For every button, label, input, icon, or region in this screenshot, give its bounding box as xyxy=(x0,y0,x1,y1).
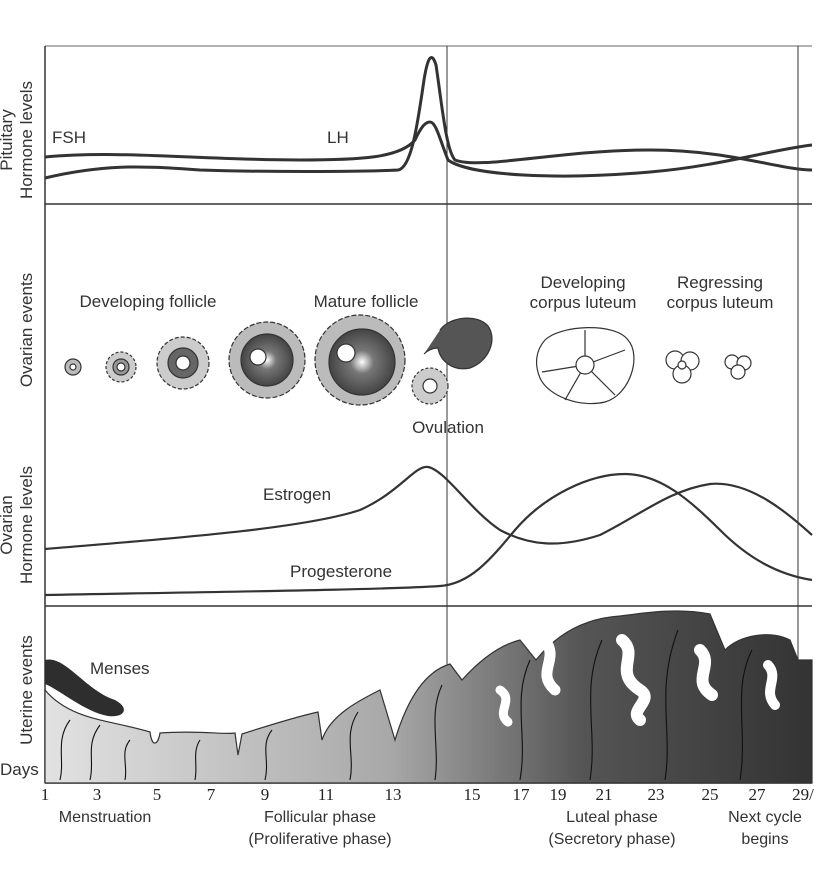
ruptured-follicle xyxy=(411,317,493,405)
follicle-1 xyxy=(64,358,82,376)
developing-cl-label-line2: corpus luteum xyxy=(530,293,637,312)
menstruation-label: Menstruation xyxy=(59,809,152,826)
progesterone-curve xyxy=(44,472,813,597)
day-tick: 13 xyxy=(385,785,402,804)
follicular-phase-label-line2: (Proliferative phase) xyxy=(248,831,391,848)
day-tick: 11 xyxy=(318,785,334,804)
ovarian-hormone-ylabel-line2: Hormone levels xyxy=(17,466,36,584)
follicle-4 xyxy=(228,321,306,399)
day-tick: 1 xyxy=(41,785,50,804)
pituitary-ylabel-line2: Hormone levels xyxy=(17,81,36,199)
day-tick: 15 xyxy=(464,785,481,804)
endometrium xyxy=(44,610,813,784)
spiral-arteries xyxy=(59,629,753,781)
pituitary-curves xyxy=(44,55,813,180)
secretory-gland-4 xyxy=(694,644,718,701)
next-cycle-label-line2: begins xyxy=(741,831,788,848)
mature-follicle-label: Mature follicle xyxy=(314,292,419,311)
day-tick: 27 xyxy=(749,785,767,804)
regressing-cl-label-line2: corpus luteum xyxy=(667,293,774,312)
days-label: Days xyxy=(0,760,39,779)
follicle-5 xyxy=(314,314,406,406)
follicle-2 xyxy=(105,351,137,383)
secretory-gland-1 xyxy=(495,685,513,727)
progesterone-label: Progesterone xyxy=(290,562,392,581)
ovarian-hormone-ylabel-line1: Ovarian xyxy=(0,495,16,555)
ovarian-events-ylabel: Ovarian events xyxy=(17,273,36,387)
developing-cl-label-line1: Developing xyxy=(540,273,625,292)
ovarian-hormone-curves xyxy=(44,465,813,597)
secretory-gland-3 xyxy=(616,634,651,726)
developing-corpus-luteum xyxy=(535,327,635,405)
day-tick: 29/ xyxy=(792,785,814,804)
pituitary-ylabel-line1: Pituitary xyxy=(0,109,16,171)
lh-curve xyxy=(44,55,813,180)
follicle-3 xyxy=(156,336,210,390)
day-tick: 3 xyxy=(93,785,102,804)
day-tick: 7 xyxy=(207,785,216,804)
day-tick: 5 xyxy=(153,785,162,804)
uterine-ylabel: Uterine events xyxy=(17,635,36,745)
follicle-sequence xyxy=(64,314,752,406)
lh-label: LH xyxy=(327,128,349,147)
day-tick: 19 xyxy=(550,785,567,804)
menses-tissue xyxy=(45,659,124,717)
follicular-phase-label-line1: Follicular phase xyxy=(264,809,376,826)
secretory-gland-5 xyxy=(763,660,780,710)
day-ticks: 1 3 5 7 9 11 13 15 17 19 21 23 25 27 29/ xyxy=(41,785,814,804)
secretory-gland-2 xyxy=(539,634,561,696)
day-tick: 9 xyxy=(261,785,270,804)
menses-label: Menses xyxy=(90,659,150,678)
estrogen-curve xyxy=(44,465,813,551)
luteal-phase-label-line1: Luteal phase xyxy=(566,809,658,826)
day-tick: 23 xyxy=(648,785,665,804)
fsh-label: FSH xyxy=(52,128,86,147)
day-tick: 17 xyxy=(513,785,531,804)
day-tick: 25 xyxy=(702,785,719,804)
fsh-curve xyxy=(44,120,813,178)
regressing-corpus-luteum-1 xyxy=(665,350,700,384)
day-tick: 21 xyxy=(596,785,613,804)
regressing-corpus-luteum-2 xyxy=(724,354,752,380)
developing-follicle-label: Developing follicle xyxy=(79,292,216,311)
endometrium-lining xyxy=(44,610,813,784)
ovulation-label: Ovulation xyxy=(412,418,484,437)
next-cycle-label-line1: Next cycle xyxy=(728,809,802,826)
regressing-cl-label-line1: Regressing xyxy=(677,273,763,292)
luteal-phase-label-line2: (Secretory phase) xyxy=(548,831,675,848)
estrogen-label: Estrogen xyxy=(263,485,331,504)
